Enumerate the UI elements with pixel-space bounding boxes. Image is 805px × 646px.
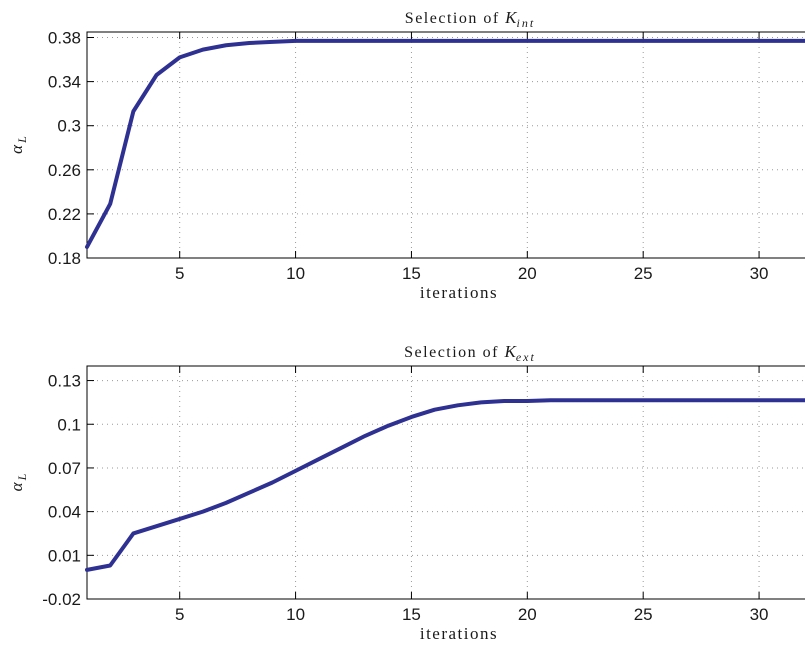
top-y-tick-label: 0.26: [48, 161, 81, 180]
top-ylabel-symbol: α: [7, 144, 26, 154]
top-plot-frame: [86, 31, 805, 259]
bottom-x-tick-label: 20: [518, 605, 537, 624]
top-x-tick-label: 15: [402, 264, 421, 283]
bottom-y-tick-label: -0.02: [42, 590, 81, 609]
bottom-ylabel-symbol: α: [7, 481, 26, 491]
bottom-y-axis-label: αL: [7, 473, 29, 491]
bottom-x-tick-label: 30: [750, 605, 769, 624]
bottom-title-subscript: ext: [516, 350, 536, 364]
bottom-y-tick-label: 0.07: [48, 459, 81, 478]
bottom-title-symbol: K: [504, 342, 518, 361]
top-y-tick-label: 0.38: [48, 29, 81, 48]
top-title-prefix: Selection of: [405, 10, 505, 27]
top-title-symbol: K: [504, 8, 518, 27]
top-ylabel-subscript: L: [15, 136, 29, 144]
bottom-ylabel-subscript: L: [15, 473, 29, 481]
bottom-y-tick-label: 0.01: [48, 546, 81, 565]
top-y-axis-label: αL: [7, 136, 29, 154]
bottom-y-tick-label: 0.04: [48, 503, 81, 522]
top-x-tick-label: 10: [286, 264, 305, 283]
bottom-title-prefix: Selection of: [404, 344, 504, 361]
top-x-tick-label: 30: [750, 264, 769, 283]
bottom-x-tick-label: 10: [286, 605, 305, 624]
bottom-chart-title: Selection of Kext: [404, 342, 536, 364]
bottom-series-line: [85, 398, 805, 572]
top-y-tick-label: 0.18: [48, 249, 81, 268]
bottom-plot-frame: [86, 365, 805, 600]
top-x-tick-label: 5: [175, 264, 184, 283]
bottom-y-tick-label: 0.1: [57, 415, 81, 434]
bottom-x-tick-label: 25: [634, 605, 653, 624]
top-chart-title: Selection of Kint: [405, 8, 535, 30]
top-chart: 5 10 15 20 25 30 0.18 0.22 0.26 0.3 0.34 0.38 iterat…: [7, 8, 805, 302]
top-y-tick-label: 0.3: [57, 117, 81, 136]
top-x-tick-label: 25: [634, 264, 653, 283]
top-y-tick-label: 0.22: [48, 205, 81, 224]
bottom-x-tick-label: 5: [175, 605, 184, 624]
top-title-subscript: int: [517, 16, 536, 30]
top-x-tick-label: 20: [518, 264, 537, 283]
top-x-axis-label: iterations: [420, 283, 498, 302]
bottom-x-tick-label: 15: [402, 605, 421, 624]
bottom-x-axis-label: iterations: [420, 624, 498, 643]
top-series-line: [85, 38, 805, 249]
bottom-y-tick-label: 0.13: [48, 372, 81, 391]
bottom-chart: 5 10 15 20 25 30 -0.02 0.01 0.04 0.07 0.1 0.13 itera…: [7, 342, 805, 643]
top-y-tick-label: 0.34: [48, 73, 81, 92]
